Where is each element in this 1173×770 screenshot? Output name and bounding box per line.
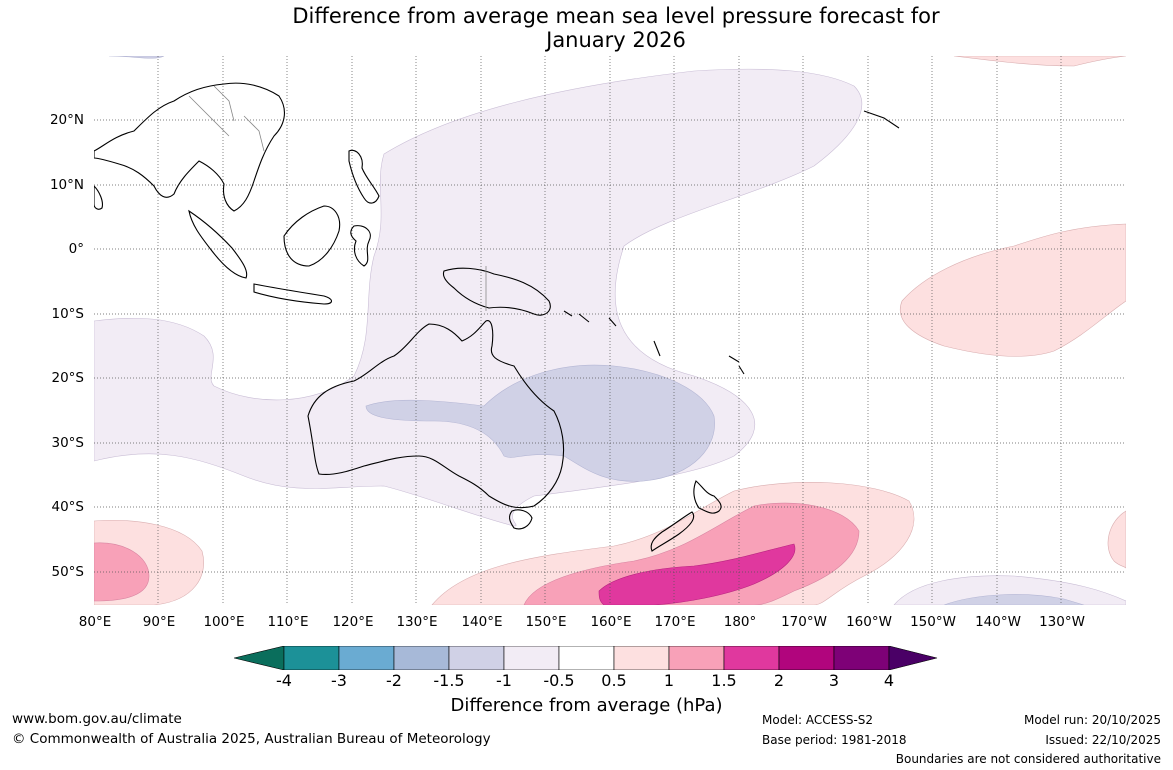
model-run-date: Model run: 20/10/2025 — [1023, 713, 1161, 727]
lon-label: 140°W — [975, 614, 1021, 630]
sri-lanka-coastline — [94, 185, 103, 210]
colorbar-tick: -0.5 — [543, 671, 575, 690]
colorbar-label: Difference from average (hPa) — [450, 695, 723, 716]
lon-label: 130°E — [396, 614, 438, 630]
colorbar-segment — [668, 646, 725, 670]
lon-label: 140°E — [461, 614, 503, 630]
sulawesi-coastline — [350, 225, 371, 267]
colorbar-segment — [448, 646, 505, 670]
copyright-text: © Commonwealth of Australia 2025, Austra… — [12, 731, 491, 747]
lon-label: 110°E — [267, 614, 309, 630]
lon-label: 160°E — [590, 614, 632, 630]
colorbar-tick: -1 — [496, 671, 512, 690]
colorbar-segment — [338, 646, 395, 670]
philippines-coastline — [348, 149, 380, 204]
colorbar-segment — [613, 646, 670, 670]
colorbar-segment — [503, 646, 560, 670]
colorbar-segment — [558, 646, 615, 670]
sumatra-coastline — [188, 209, 248, 279]
lon-label: 80°E — [78, 614, 112, 630]
new-zealand-north-coastline — [693, 480, 722, 514]
colorbar-extend-low — [234, 646, 285, 670]
borneo-coastline — [283, 205, 341, 267]
pressure-anomaly-map — [94, 56, 1126, 605]
colorbar-tick: 1.5 — [711, 671, 737, 690]
lon-label: 100°E — [203, 614, 245, 630]
website-link[interactable]: www.bom.gov.au/climate — [12, 711, 182, 727]
negative-anomaly-medium-region — [108, 56, 1085, 605]
lat-label: 40°S — [51, 499, 85, 515]
australia-coastline — [307, 320, 565, 509]
colorbar-extend-high — [888, 646, 938, 670]
lon-label: 170°W — [781, 614, 827, 630]
country-borders — [188, 85, 487, 311]
java-coastline — [253, 283, 333, 305]
positive-anomaly-strong-region — [598, 543, 796, 605]
lon-label: 160°W — [846, 614, 892, 630]
coastlines — [94, 82, 900, 552]
colorbar-tick: -4 — [276, 671, 292, 690]
se-asia-coastline — [94, 82, 285, 212]
colorbar-tick: -2 — [386, 671, 402, 690]
colorbar-tick: 4 — [883, 671, 895, 690]
colorbar-tick: -1.5 — [433, 671, 465, 690]
boundaries-disclaimer: Boundaries are not considered authoritat… — [895, 752, 1161, 766]
colorbar-segment — [833, 646, 890, 670]
title-line-1: Difference from average mean sea level p… — [292, 4, 940, 28]
colorbar-tick: -3 — [331, 671, 347, 690]
gridlines — [94, 56, 1126, 605]
colorbar-segment — [723, 646, 780, 670]
new-zealand-south-coastline — [650, 511, 695, 552]
lon-label: 180° — [723, 614, 757, 630]
lon-label: 170°E — [654, 614, 696, 630]
lon-label: 150°W — [910, 614, 956, 630]
tasmania-coastline — [509, 509, 533, 530]
lon-label: 120°E — [332, 614, 374, 630]
title-line-2: January 2026 — [546, 28, 686, 52]
colorbar-tick: 0.5 — [601, 671, 627, 690]
lat-label: 30°S — [51, 435, 85, 451]
issued-date: Issued: 22/10/2025 — [1045, 733, 1161, 747]
colorbar-segment — [283, 646, 340, 670]
base-period: Base period: 1981-2018 — [762, 733, 907, 747]
colorbar-tick: 2 — [773, 671, 785, 690]
new-guinea-coastline — [442, 267, 551, 316]
lat-label: 0° — [68, 241, 84, 257]
lat-label: 20°S — [51, 370, 85, 386]
colorbar — [234, 646, 938, 670]
colorbar-segment — [393, 646, 450, 670]
colorbar-segment — [778, 646, 835, 670]
model-name: Model: ACCESS-S2 — [762, 713, 874, 727]
lat-label: 20°N — [49, 112, 84, 128]
lat-label: 10°N — [49, 177, 84, 193]
lat-label: 50°S — [51, 564, 85, 580]
pacific-islands-coastline — [563, 110, 900, 375]
colorbar-tick: 3 — [828, 671, 840, 690]
lon-label: 90°E — [142, 614, 176, 630]
lon-label: 150°E — [525, 614, 567, 630]
colorbar-tick: 1 — [663, 671, 675, 690]
lon-label: 130°W — [1039, 614, 1085, 630]
lat-label: 10°S — [51, 306, 85, 322]
map-title: Difference from average mean sea level p… — [0, 4, 1173, 52]
